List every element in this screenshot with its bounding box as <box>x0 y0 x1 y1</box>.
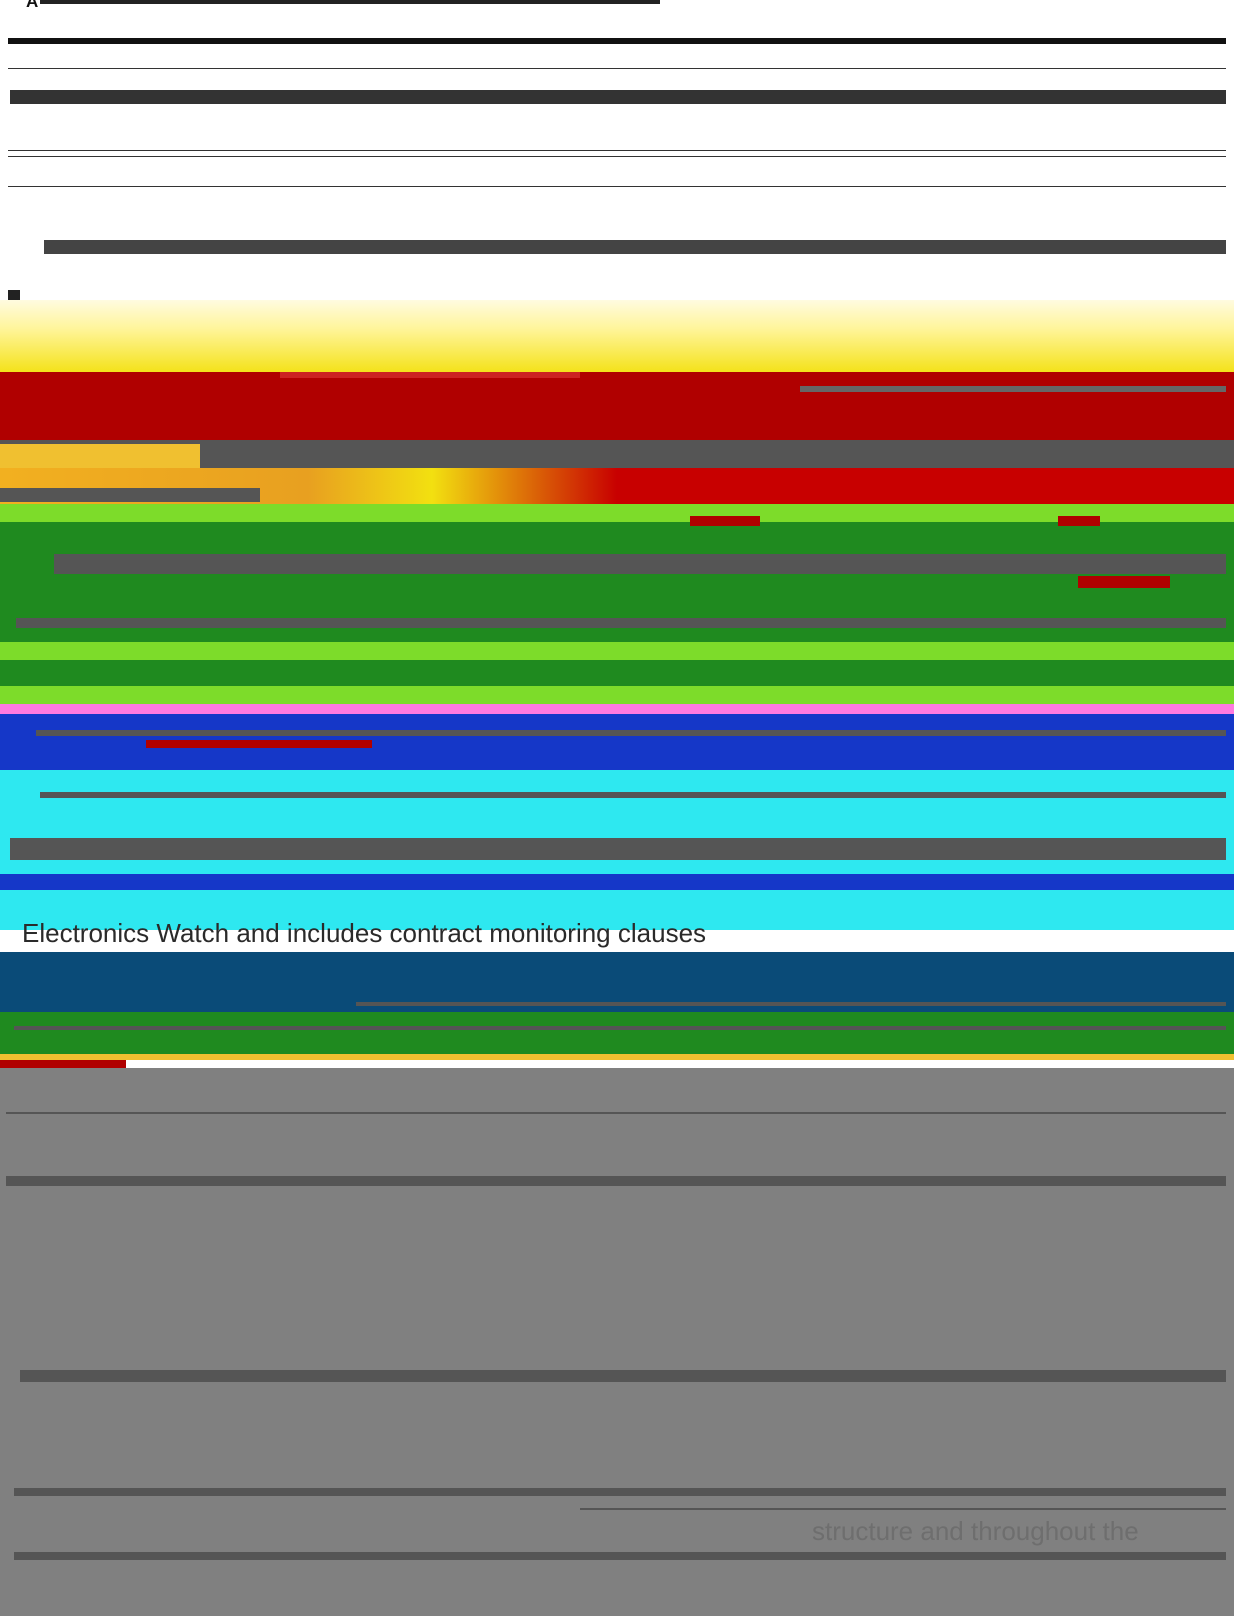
rule-line <box>44 240 1226 254</box>
rule-line <box>8 150 1226 151</box>
red-band-dots <box>280 372 580 378</box>
red-block <box>146 740 372 748</box>
glitch-text-line-2: structure and throughout the <box>812 1516 1139 1546</box>
gray-area: structure and throughout the <box>0 1068 1234 1616</box>
cyan-band <box>0 770 1234 930</box>
top-title: A <box>26 0 39 11</box>
glitch-title-strip <box>40 0 660 4</box>
red-block <box>1078 576 1170 588</box>
gray-rule <box>14 1552 1226 1560</box>
rule-line <box>8 68 1226 69</box>
blue-strip <box>0 874 1234 890</box>
green-bar <box>16 618 1226 628</box>
pink-band <box>0 704 1234 714</box>
glitch-text-line-1: Electronics Watch and includes contract … <box>22 918 707 948</box>
lime-band <box>0 504 1234 522</box>
red-tab <box>0 1060 126 1068</box>
orange-line <box>0 1054 1234 1060</box>
gray-rule <box>6 1176 1226 1186</box>
gray-rule <box>14 1488 1226 1496</box>
rule-line <box>8 186 1226 187</box>
red-band-bar <box>800 386 1226 392</box>
rule-line <box>8 156 1226 157</box>
navy-bar <box>356 1002 1226 1006</box>
red-block <box>690 516 760 526</box>
green-noise-band <box>0 660 1234 686</box>
navy-band <box>0 952 1234 1012</box>
gray-rule <box>580 1508 1226 1510</box>
green-strip <box>0 1012 1234 1054</box>
gray-rule <box>20 1370 1226 1382</box>
red-band <box>0 372 1234 440</box>
cyan-bar <box>40 792 1226 798</box>
cyan-bar <box>10 838 1226 860</box>
rule-line <box>10 90 1226 104</box>
blue-bar <box>36 730 1226 736</box>
blue-band <box>0 714 1234 770</box>
green-strip-bar <box>14 1026 1226 1030</box>
rule-line <box>8 38 1226 44</box>
dark-overlay-bar <box>0 488 260 502</box>
green-bar <box>54 554 1226 574</box>
top-white-area: A <box>0 0 1234 308</box>
gray-rule <box>6 1112 1226 1114</box>
red-block <box>1058 516 1100 526</box>
yellow-band <box>0 300 1234 372</box>
green-band <box>0 516 1234 642</box>
dark-bar <box>0 440 1234 468</box>
